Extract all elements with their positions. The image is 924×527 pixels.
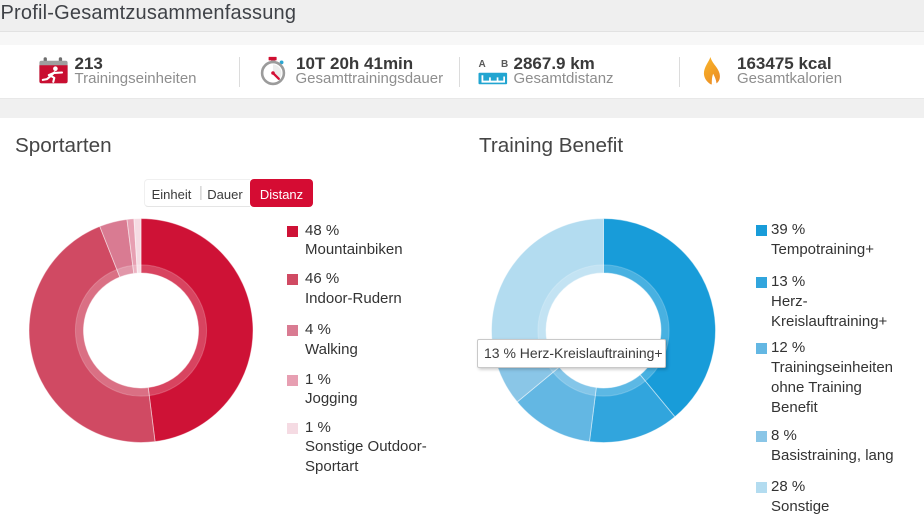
svg-text:A: A [479,59,486,70]
svg-text:B: B [501,59,508,70]
